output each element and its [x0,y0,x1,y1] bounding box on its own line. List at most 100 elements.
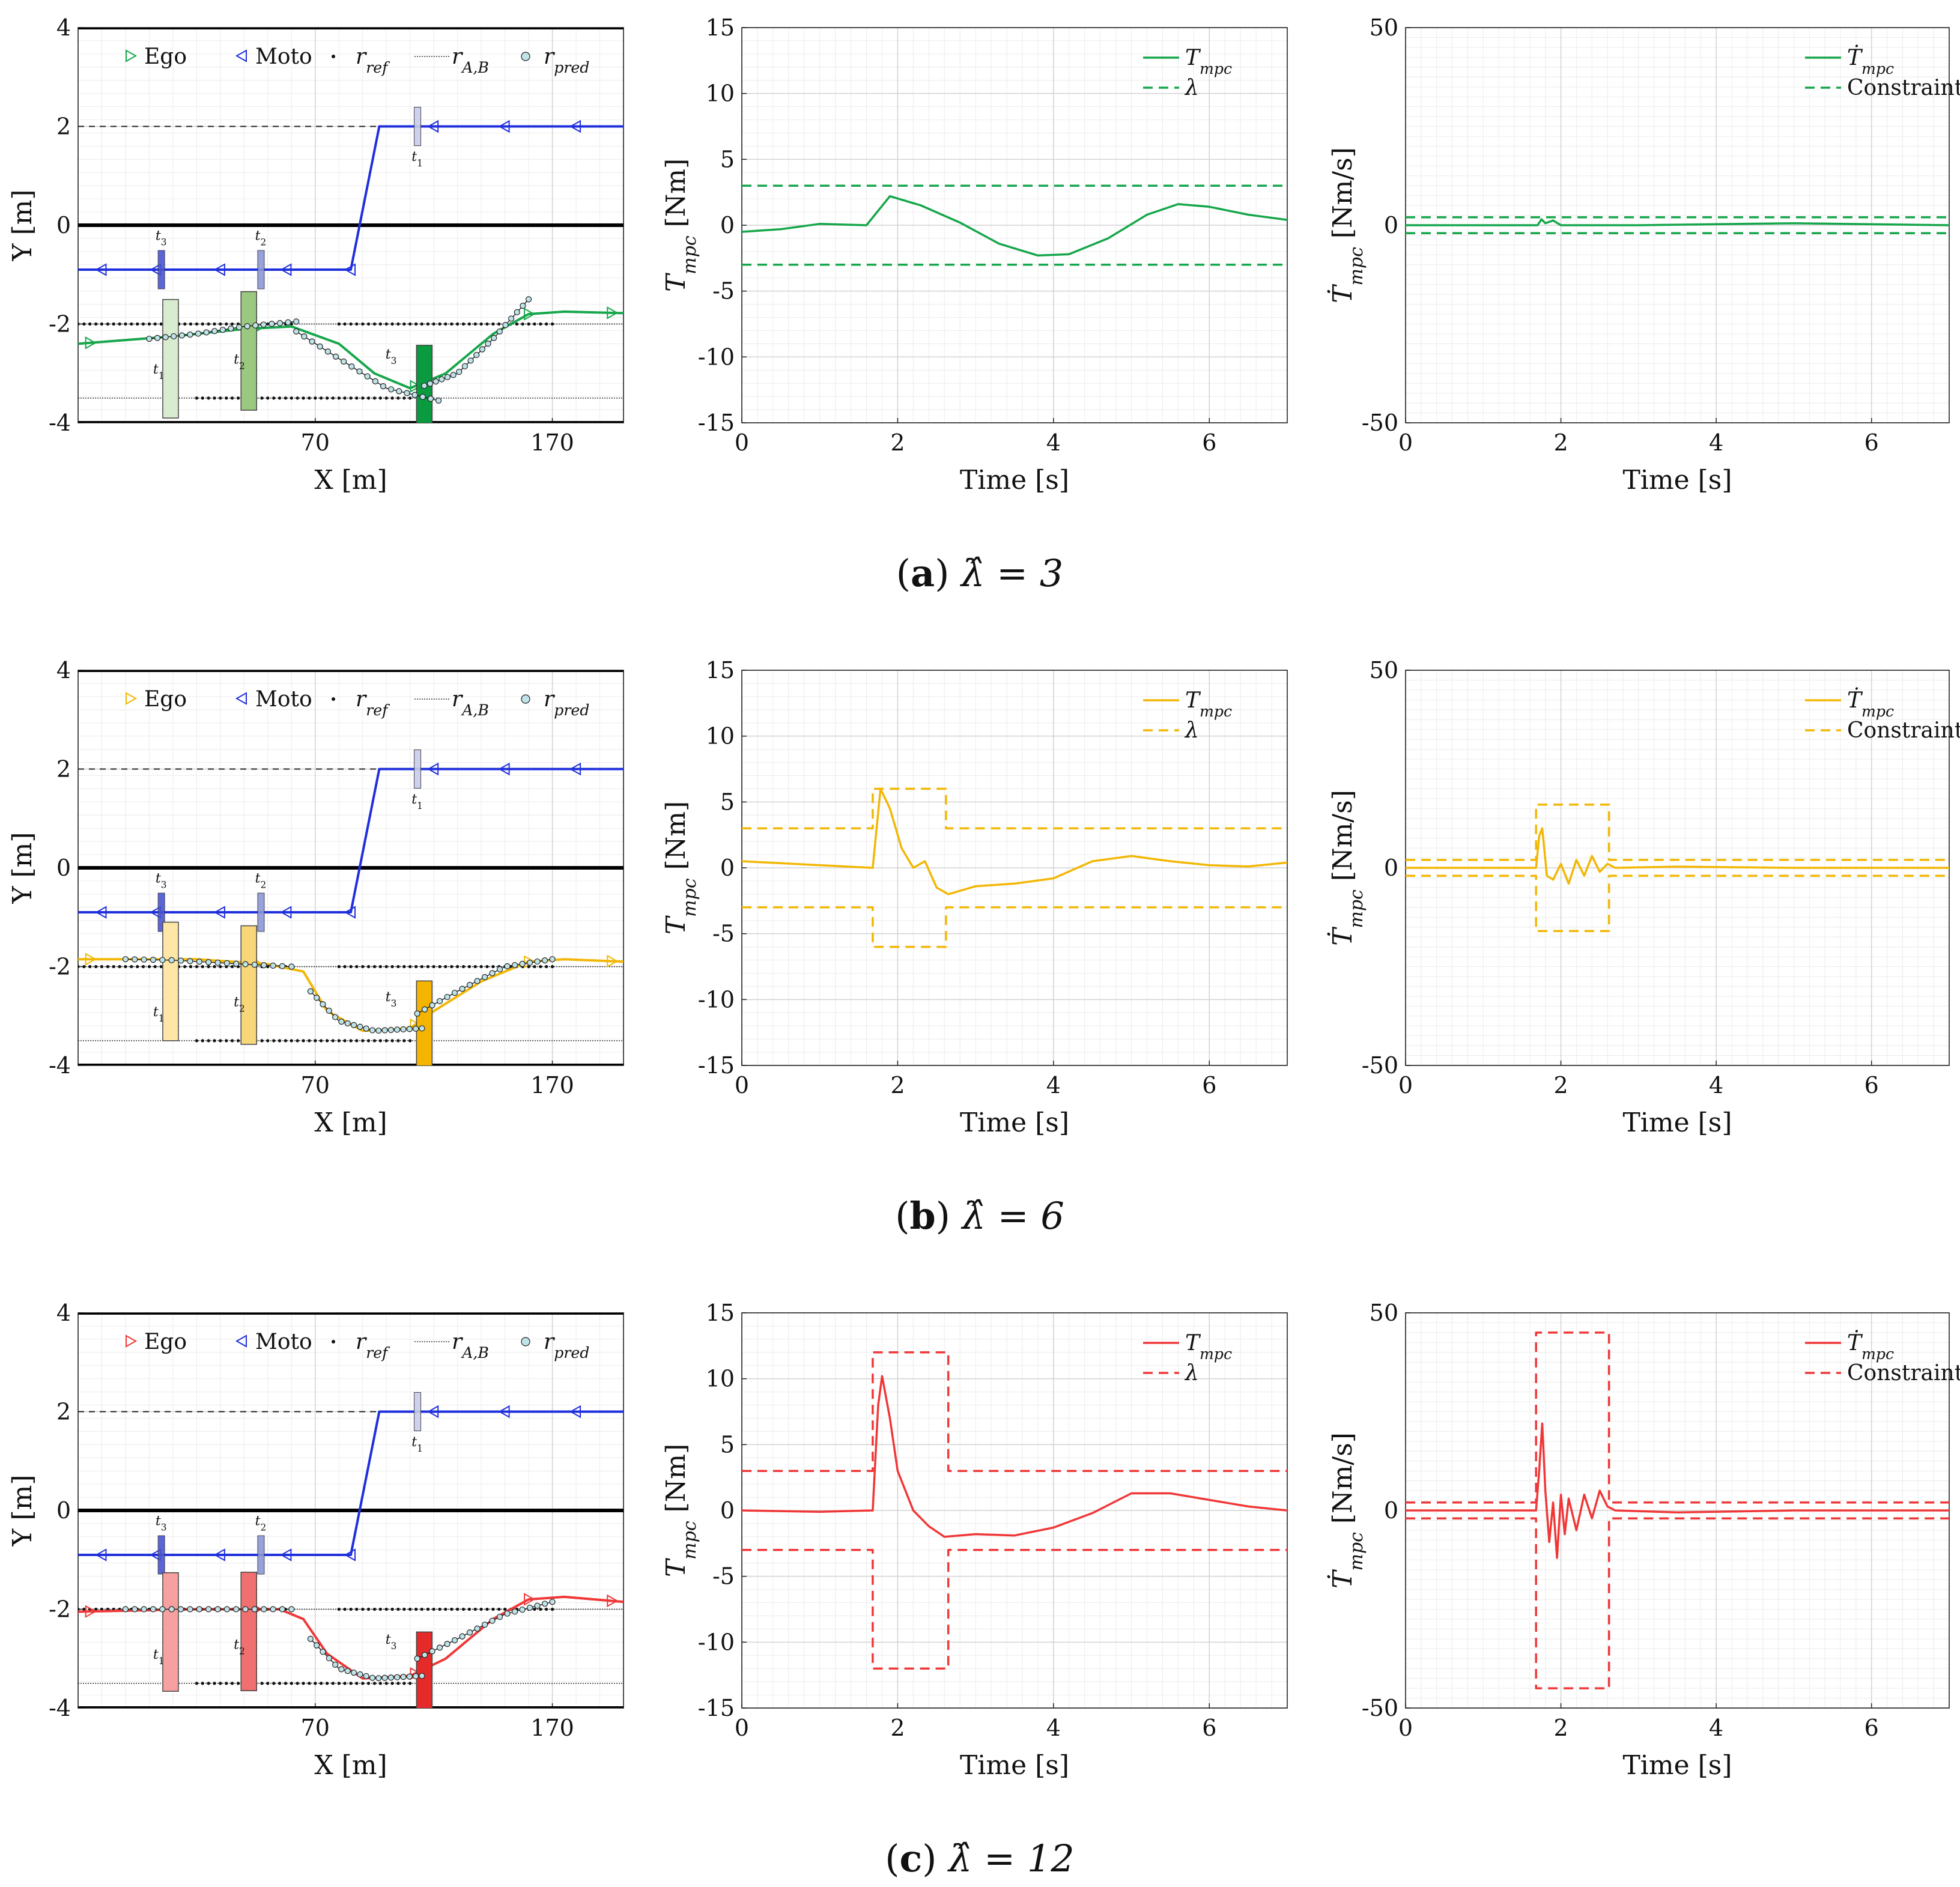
time-label: t2 [234,352,245,371]
r-ref-dot [438,965,441,969]
legend-label: rpred [544,44,589,76]
r-ref-dot [78,965,80,969]
r-pred-marker [514,309,520,315]
constraint-lower-line [742,1549,1287,1670]
r-ref-dot [414,322,418,326]
x-tick-label: 170 [530,429,574,456]
signal-line [1406,218,1949,226]
r-ref-dot [456,965,460,969]
r-ref-dot [272,1039,276,1043]
r-pred-marker [525,296,532,303]
y-tick-label: 0 [56,855,71,881]
r-ref-dot [302,396,305,400]
r-pred-marker [251,962,258,968]
y-tick-label: 15 [706,14,735,41]
r-pred-marker [456,369,463,375]
x-tick-label: 2 [890,1715,905,1741]
y-tick-label: 50 [1370,1300,1398,1326]
r-pred-marker [508,315,515,322]
label-part: t [255,871,261,886]
caption-label: a [911,551,935,595]
r-ref-dot [94,965,98,969]
r-ref-dot [266,1039,270,1043]
moto-box [414,750,422,789]
r-ref-dot [355,1607,359,1611]
label-part: A,B [461,59,489,76]
r-ref-dot [378,1607,382,1611]
r-pred-marker [211,328,218,335]
r-ref-dot [266,396,270,400]
r-ref-dot [372,396,377,400]
r-ref-dot [539,1607,542,1611]
moto-box [157,250,165,289]
r-ref-dot [308,396,311,400]
y-axis-label: Tmpc [Nm] [661,159,700,292]
label-part: A,B [461,1344,489,1361]
r-pred-marker [426,380,434,387]
r-pred-marker [451,1637,458,1644]
label-part: 2 [239,1646,245,1656]
r-ref-dot [219,965,222,969]
r-ref-dot [444,322,448,326]
y-tick-label: 0 [720,855,735,881]
r-pred-marker [534,1602,541,1609]
label-part: t [234,1637,239,1652]
r-ref-dot [408,965,412,969]
r-pred-marker [288,963,295,970]
x-tick-label: 0 [735,1715,749,1741]
r-ref-dot [485,322,489,326]
x-axis-label: Time [s] [960,465,1069,495]
r-pred-marker [519,960,526,968]
r-ref-dot [372,1607,377,1611]
r-ref-dot [343,322,347,326]
r-pred-marker [526,959,533,966]
caption-label: ) [922,1837,948,1880]
y-tick-label: 0 [720,212,735,238]
label-part: mpc [1346,889,1367,928]
signal-line [1406,827,1949,885]
constraint-upper-line [1406,803,1949,861]
plot-area [742,184,1287,266]
x-tick-label: 2 [890,429,905,456]
r-pred-marker [450,372,457,378]
r-pred-marker [459,1633,466,1640]
r-ref-dot [136,322,139,326]
label-part: t [153,1647,159,1662]
r-pred-marker [154,335,161,341]
legend-label: Tmpc [1185,688,1232,720]
label-part: t [153,362,159,377]
r-pred-marker [338,1666,345,1673]
r-pred-marker [279,1606,286,1613]
legend-ego-marker [126,692,138,705]
legend-moto-marker [235,49,247,62]
r-ref-dot [219,1682,222,1685]
label-part: pred [554,1344,589,1361]
r-pred-marker [363,1025,369,1032]
r-pred-marker [233,960,240,967]
x-axis-label: X [m] [314,1107,387,1138]
legend-pred-marker [521,694,530,704]
moto-marker [95,263,107,276]
r-pred-marker [196,1606,202,1613]
moto-marker [280,263,292,276]
y-axis-label: Ṫmpc [Nm/s] [1326,790,1367,946]
r-pred-marker [364,373,371,380]
x-tick-label: 6 [1202,429,1216,456]
r-pred-marker [357,1671,363,1678]
r-ref-dot [260,1682,264,1685]
r-pred-marker [205,1606,212,1613]
r-ref-dot [284,1039,288,1043]
r-ref-dot [201,965,204,969]
label-part: t [411,1435,417,1450]
r-pred-marker [421,1006,428,1013]
r-ref-dot [106,965,109,969]
label-part: mpc [679,1521,700,1560]
r-ref-dot [201,396,204,400]
r-ref-dot [213,322,216,326]
time-label: t3 [156,1514,167,1533]
r-ref-dot [207,1039,210,1043]
r-ref-dot [183,322,187,326]
